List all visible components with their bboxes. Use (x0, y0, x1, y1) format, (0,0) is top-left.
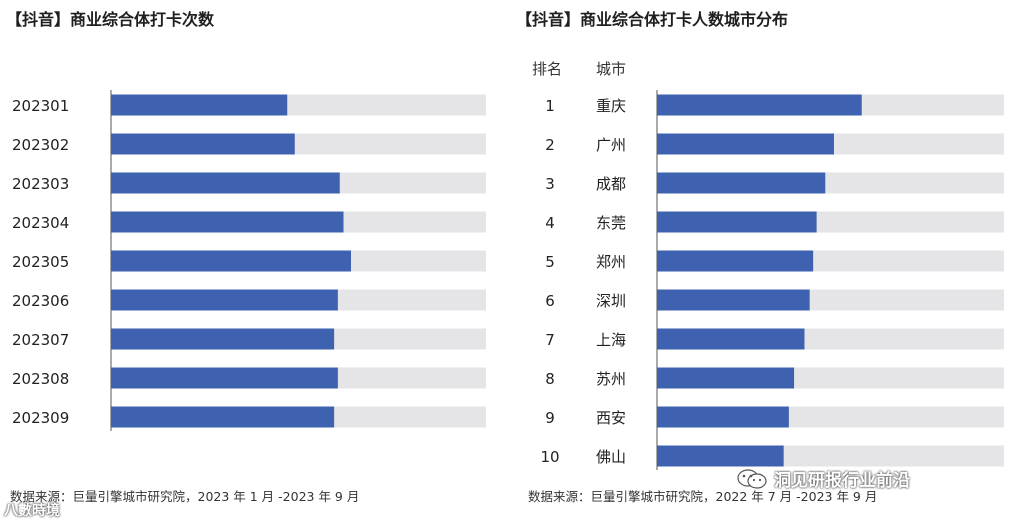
bar (111, 211, 344, 233)
checkin-count-chart-panel: 【抖音】商业综合体打卡次数 202301 202302 202303 202304 20… (0, 0, 500, 524)
category-label: 202301 (12, 97, 69, 115)
brand-watermark: 八數時境 (4, 500, 60, 520)
city-column-header: 城市 (596, 60, 627, 78)
bar (111, 94, 288, 116)
rank-label: 4 (545, 214, 555, 232)
category-label: 202305 (12, 253, 69, 271)
bar (111, 172, 340, 194)
category-label: 202309 (12, 409, 69, 427)
rank-label: 10 (540, 448, 559, 466)
rank-label: 1 (545, 97, 555, 115)
category-label: 郑州 (596, 253, 626, 271)
category-label: 广州 (596, 136, 626, 154)
watermark-text: 八數時境 (4, 503, 60, 519)
bar (111, 328, 335, 350)
bar (111, 133, 295, 155)
bar (111, 367, 338, 389)
rank-label: 5 (545, 253, 555, 271)
category-label: 上海 (596, 331, 626, 349)
rank-label: 2 (545, 136, 555, 154)
rank-label: 8 (545, 370, 555, 388)
bar (111, 250, 351, 272)
bar (657, 133, 834, 155)
category-label: 202302 (12, 136, 69, 154)
bar (657, 172, 826, 194)
source-note: 数据来源：巨量引擎城市研究院，2023 年 1 月 -2023 年 9 月 (10, 489, 360, 504)
rank-column-header: 排名 (532, 60, 563, 78)
city-distribution-chart: 1 重庆 2 广州 3 成都 4 东莞 5 郑州 6 深圳 7 上海 8 苏州 9 西安 10 佛山 (540, 90, 1004, 470)
bar (657, 406, 789, 428)
wechat-watermark: 洞见研报行业前沿 (736, 466, 910, 491)
bar (657, 289, 810, 311)
bar (657, 94, 862, 116)
category-label: 深圳 (596, 292, 626, 310)
watermark-text: 洞见研报行业前沿 (774, 471, 910, 491)
rank-label: 9 (545, 409, 555, 427)
category-label: 成都 (596, 175, 626, 193)
category-label: 重庆 (596, 97, 626, 115)
category-label: 佛山 (596, 448, 626, 466)
bar (657, 250, 814, 272)
category-label: 202307 (12, 331, 69, 349)
category-label: 苏州 (596, 370, 626, 388)
bar (657, 328, 805, 350)
category-label: 东莞 (596, 214, 626, 232)
category-label: 202306 (12, 292, 69, 310)
bar (657, 211, 817, 233)
rank-label: 6 (545, 292, 555, 310)
checkin-count-chart: 202301 202302 202303 202304 202305 202306 2023… (12, 90, 486, 431)
chart-title: 【抖音】商业综合体打卡次数 (6, 10, 215, 29)
rank-label: 7 (545, 331, 555, 349)
category-label: 202308 (12, 370, 69, 388)
category-label: 西安 (596, 409, 626, 427)
chart-title: 【抖音】商业综合体打卡人数城市分布 (516, 10, 789, 29)
bar (111, 406, 335, 428)
source-note: 数据来源：巨量引擎城市研究院，2022 年 7 月 -2023 年 9 月 (528, 489, 878, 504)
wechat-icon (737, 468, 767, 489)
city-distribution-chart-panel: 【抖音】商业综合体打卡人数城市分布 排名 城市 1 重庆 2 广州 3 成都 4 东莞 5 郑州 6… (510, 0, 1014, 524)
rank-label: 3 (545, 175, 555, 193)
category-label: 202303 (12, 175, 69, 193)
bar (657, 367, 795, 389)
bar (657, 445, 784, 467)
category-label: 202304 (12, 214, 69, 232)
bar (111, 289, 338, 311)
